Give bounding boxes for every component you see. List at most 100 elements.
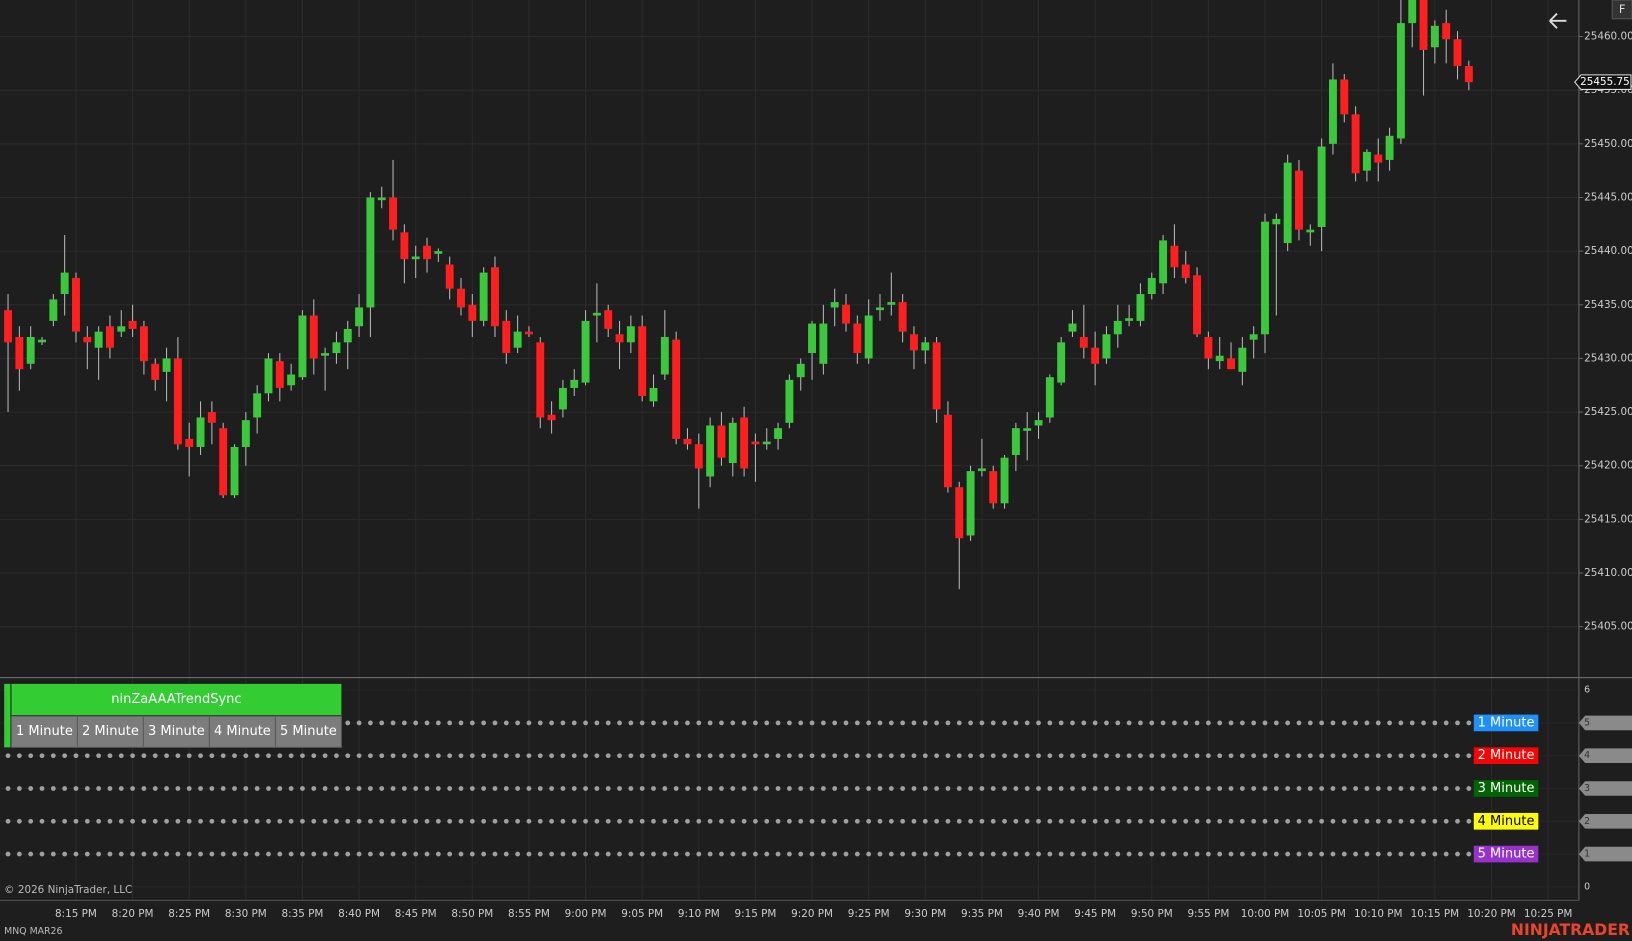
trend-dot	[911, 753, 917, 759]
trend-dot	[356, 753, 362, 759]
trend-dot	[854, 753, 860, 759]
trend-dot	[968, 818, 973, 824]
trend-dot	[356, 851, 362, 857]
candle-body	[660, 336, 669, 375]
trend-dot	[220, 851, 226, 857]
candle-body	[1181, 264, 1190, 278]
trend-dot	[583, 818, 588, 824]
trend-dot	[345, 720, 351, 726]
trend-dot	[1330, 753, 1336, 759]
trend-dot	[1341, 753, 1347, 759]
price-pane	[4, 0, 1473, 590]
trend-dot	[16, 753, 22, 759]
trend-dot	[560, 818, 566, 824]
y-tick-label: 0	[1584, 881, 1590, 892]
trend-dot	[1002, 753, 1007, 759]
trend-dot	[787, 851, 792, 857]
trend-dot	[764, 753, 770, 759]
candle-body	[1464, 66, 1473, 83]
back-arrow-icon[interactable]	[1549, 12, 1567, 29]
candle-body	[1306, 229, 1315, 233]
candle-body	[762, 441, 771, 445]
trend-dot	[311, 753, 317, 759]
trend-dot	[379, 818, 385, 824]
trend-dot	[820, 786, 826, 791]
trend-dot	[990, 851, 996, 857]
timeframe-button[interactable]	[142, 715, 210, 748]
candle-body	[1170, 245, 1179, 268]
timeframe-button-label[interactable]: 5 Minute	[280, 724, 337, 739]
trend-dot	[719, 753, 724, 759]
trend-dot	[232, 753, 237, 759]
trend-dot	[1262, 851, 1268, 857]
x-tick-label: 8:15 PM	[55, 908, 97, 920]
toolbar-button-label[interactable]: F	[1619, 2, 1626, 16]
candle-body	[910, 334, 918, 351]
trend-dot	[300, 786, 305, 791]
trend-dot	[741, 851, 747, 857]
trend-dot	[1013, 818, 1019, 824]
candle-body	[1238, 347, 1247, 372]
trend-dot	[5, 851, 11, 857]
candle-body	[751, 441, 760, 445]
trend-dot	[1387, 786, 1392, 791]
legend-swatch	[1473, 747, 1539, 765]
trend-dot	[628, 818, 634, 824]
candle-body	[842, 304, 850, 324]
trend-dot	[685, 753, 690, 759]
trend-dot	[1319, 818, 1325, 824]
trend-dot	[164, 818, 169, 824]
timeframe-button[interactable]	[76, 715, 144, 748]
candle-body	[309, 315, 318, 359]
timeframe-button-label[interactable]: 4 Minute	[214, 724, 271, 739]
trend-dot	[288, 753, 294, 759]
trend-dot	[1307, 851, 1313, 857]
x-tick-label: 9:55 PM	[1187, 908, 1229, 920]
trend-dot	[594, 753, 600, 759]
candle-body	[1057, 342, 1066, 383]
trend-dot	[809, 753, 815, 759]
timeframe-button[interactable]	[10, 715, 78, 748]
trend-dot	[447, 720, 453, 726]
trend-dot	[1387, 818, 1392, 824]
trend-dot	[866, 720, 872, 726]
trend-dot	[820, 851, 826, 857]
candle-body	[15, 336, 24, 370]
timeframe-button[interactable]	[208, 715, 276, 748]
trend-dot	[990, 818, 996, 824]
candle-body	[207, 412, 216, 423]
trend-dot	[956, 851, 962, 857]
trend-dot	[50, 851, 56, 857]
timeframe-button-label[interactable]: 2 Minute	[82, 724, 139, 739]
trend-dot	[1081, 818, 1087, 824]
trend-dot	[809, 851, 815, 857]
trend-dot	[979, 818, 985, 824]
timeframe-button[interactable]	[274, 715, 342, 748]
trend-dot	[1183, 753, 1189, 759]
trend-dot	[322, 786, 328, 791]
trend-dot	[1058, 753, 1064, 759]
trend-dot	[424, 818, 430, 824]
trend-dot	[741, 818, 747, 824]
trend-dot	[1409, 720, 1415, 726]
legend-label: 5 Minute	[1478, 847, 1535, 862]
candle-body	[1000, 457, 1009, 504]
trend-dot	[198, 753, 203, 759]
timeframe-button-label[interactable]: 1 Minute	[16, 724, 73, 739]
trend-dot	[1047, 818, 1053, 824]
trend-dot	[515, 786, 521, 791]
trend-dot	[968, 786, 973, 791]
trend-dot	[1273, 786, 1279, 791]
trend-dot	[503, 818, 509, 824]
x-tick-label: 10:00 PM	[1241, 908, 1289, 920]
toolbar-button[interactable]	[1611, 0, 1632, 20]
trend-dot	[1205, 786, 1211, 791]
trend-dot	[107, 786, 113, 791]
trend-dot	[1409, 753, 1415, 759]
timeframe-button-label[interactable]: 3 Minute	[148, 724, 205, 739]
trend-dot	[345, 851, 351, 857]
trend-dot	[832, 786, 838, 791]
trend-dot	[877, 720, 883, 726]
trend-dot	[922, 786, 928, 791]
trend-dot	[673, 720, 679, 726]
